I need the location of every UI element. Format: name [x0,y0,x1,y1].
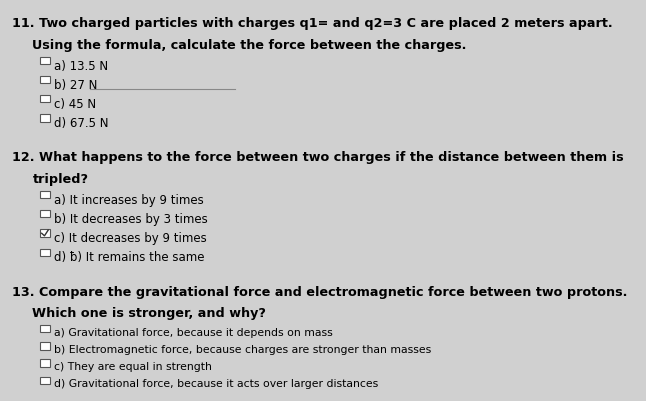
Text: 12. What happens to the force between two charges if the distance between them i: 12. What happens to the force between tw… [12,151,623,164]
Bar [40,377,50,384]
Text: c) 45 N: c) 45 N [54,98,96,111]
Text: 13. Compare the gravitational force and electromagnetic force between two proton: 13. Compare the gravitational force and … [12,285,627,298]
Text: Which one is stronger, and why?: Which one is stronger, and why? [32,306,266,319]
Text: Using the formula, calculate the force between the charges.: Using the formula, calculate the force b… [32,38,467,51]
Text: b) 27 N: b) 27 N [54,79,97,91]
Text: d) Gravitational force, because it acts over larger distances: d) Gravitational force, because it acts … [54,379,378,389]
Bar [40,230,50,237]
Bar [40,96,50,103]
Bar [40,325,50,332]
Bar [40,211,50,218]
Bar [40,77,50,84]
Bar [40,192,50,199]
Bar [40,360,50,367]
Bar [40,342,50,350]
Text: b) Electromagnetic force, because charges are stronger than masses: b) Electromagnetic force, because charge… [54,344,431,354]
Bar [40,249,50,256]
Text: a) 13.5 N: a) 13.5 N [54,59,108,73]
Bar [40,115,50,122]
Text: c) They are equal in strength: c) They are equal in strength [54,361,212,371]
Text: tripled?: tripled? [32,172,89,185]
Text: 11. Two charged particles with charges q1= and q2=3 C are placed 2 meters apart.: 11. Two charged particles with charges q… [12,17,612,30]
Text: a) It increases by 9 times: a) It increases by 9 times [54,193,203,206]
Text: a) Gravitational force, because it depends on mass: a) Gravitational force, because it depen… [54,327,333,337]
Text: d) ƀ) It remains the same: d) ƀ) It remains the same [54,251,204,263]
Text: c) It decreases by 9 times: c) It decreases by 9 times [54,231,207,245]
Text: d) 67.5 N: d) 67.5 N [54,117,109,130]
Bar [40,58,50,65]
Text: b) It decreases by 3 times: b) It decreases by 3 times [54,213,207,225]
